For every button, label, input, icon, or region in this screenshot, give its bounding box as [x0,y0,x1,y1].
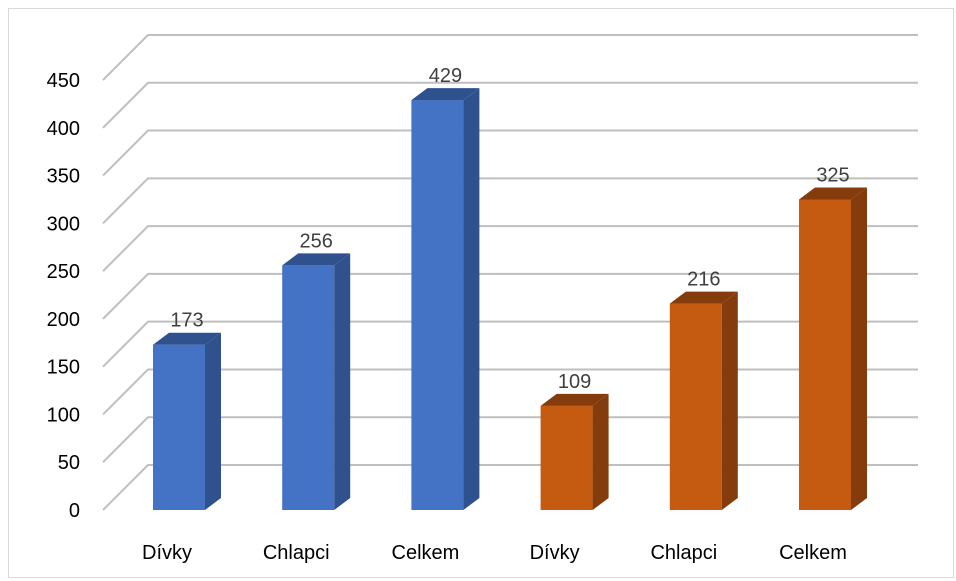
bar-front [669,303,722,510]
bar-side [851,187,867,510]
category-label: Chlapci [650,542,717,564]
bar-top [282,253,351,266]
bar-front [153,344,205,510]
bar-front [282,265,335,510]
category-label: Celkem [392,542,460,564]
bar-side [592,393,609,510]
category-label: Chlapci [263,542,330,564]
y-tick-label: 400 [47,118,80,140]
gridline [102,320,918,368]
gridline [102,368,918,416]
x-axis-categories: Dívky Chlapci Celkem Dívky Chlapci Celkem [142,542,847,564]
bar-front [799,199,851,510]
bar [411,88,480,511]
bar-front [540,405,593,510]
data-label: 325 [816,164,849,186]
bar [282,253,351,510]
bar-top [669,291,738,304]
data-label: 173 [170,310,203,332]
gridlines [102,34,918,511]
y-tick-label: 50 [58,452,80,474]
bar [153,332,221,510]
y-tick-label: 100 [47,404,80,426]
bar [799,187,867,510]
data-label: 109 [558,371,591,393]
y-axis-ticks: 0 50 100 150 200 250 300 350 400 450 [47,70,80,522]
y-tick-label: 150 [47,357,80,379]
y-tick-label: 250 [47,261,80,283]
bar-side [205,332,221,510]
gridline [102,272,918,320]
y-tick-label: 350 [47,166,80,188]
chart-frame [8,8,954,578]
y-tick-label: 300 [47,213,80,235]
gridline [102,225,918,272]
bar-top [153,332,221,345]
gridline [102,177,918,225]
bar [669,291,738,510]
bar-top [540,393,609,406]
bar-side [334,253,351,510]
gridline [102,34,918,81]
gridline [102,464,918,511]
category-label: Dívky [530,542,580,564]
gridline [102,81,918,129]
data-label: 429 [429,65,462,87]
bar-front [411,100,464,511]
gridline [102,129,918,177]
bar-side [721,291,738,510]
y-tick-label: 450 [47,70,80,92]
category-label: Celkem [779,542,847,564]
category-label: Dívky [142,542,192,564]
gridline [102,416,918,463]
bar-side [463,88,480,511]
bar-top [799,187,867,200]
data-label: 216 [687,269,720,291]
bars [153,88,867,511]
bar [540,393,609,510]
bar-top [411,88,480,101]
data-labels: 173 256 429 109 216 325 [170,65,849,393]
y-tick-label: 200 [47,309,80,331]
data-label: 256 [300,230,333,252]
y-tick-label: 0 [69,500,80,522]
